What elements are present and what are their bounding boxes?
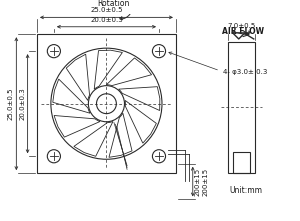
Bar (233, 152, 250, 173)
Text: AIR FLOW: AIR FLOW (222, 27, 264, 36)
Text: 200±15: 200±15 (202, 168, 208, 196)
Text: 200±15: 200±15 (194, 168, 200, 196)
Text: 25.0±0.5: 25.0±0.5 (90, 7, 123, 13)
Bar (37, 34, 176, 173)
Text: 7.0±0.5: 7.0±0.5 (227, 23, 256, 29)
Bar (228, 42, 255, 173)
Text: Unit:mm: Unit:mm (230, 186, 263, 195)
Text: 4- φ3.0± 0.3: 4- φ3.0± 0.3 (169, 52, 267, 75)
Text: 20.0±0.3: 20.0±0.3 (20, 87, 26, 120)
Text: Rotation: Rotation (98, 0, 130, 8)
Text: 20.0±0.3: 20.0±0.3 (90, 17, 123, 23)
Text: 25.0±0.5: 25.0±0.5 (8, 88, 14, 120)
